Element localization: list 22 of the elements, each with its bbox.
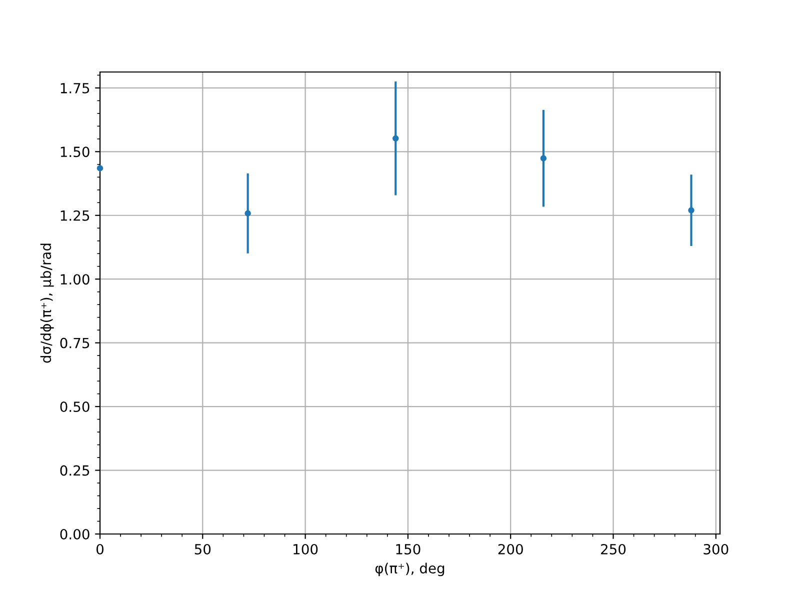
x-tick-label: 100 xyxy=(294,544,318,554)
x-tick-label: 0 xyxy=(96,544,104,554)
x-tick-label: 250 xyxy=(601,544,626,554)
point xyxy=(392,135,399,142)
y-tick-label: 1.00 xyxy=(60,274,90,285)
y-tick-label: 0.00 xyxy=(60,528,90,540)
y-tick-label: 1.50 xyxy=(60,146,90,158)
y-axis-title: dσ/dϕ(π⁺), μb/rad xyxy=(40,244,54,363)
x-tick-label: 200 xyxy=(498,544,523,554)
x-tick-label: 50 xyxy=(194,544,211,554)
point xyxy=(688,207,694,214)
point xyxy=(96,165,104,172)
y-tick-label: 0.25 xyxy=(60,465,90,476)
y-tick-label: 0.50 xyxy=(60,402,90,412)
x-axis-title: φ(π⁺), deg xyxy=(375,562,444,576)
x-tick-label: 150 xyxy=(396,544,420,554)
point xyxy=(244,210,251,216)
y-tick-label: 0.75 xyxy=(60,338,90,348)
y-tick-label: 1.75 xyxy=(60,83,90,94)
point xyxy=(540,155,547,162)
x-tick-label: 300 xyxy=(704,544,728,554)
y-tick-label: 1.25 xyxy=(60,210,90,221)
